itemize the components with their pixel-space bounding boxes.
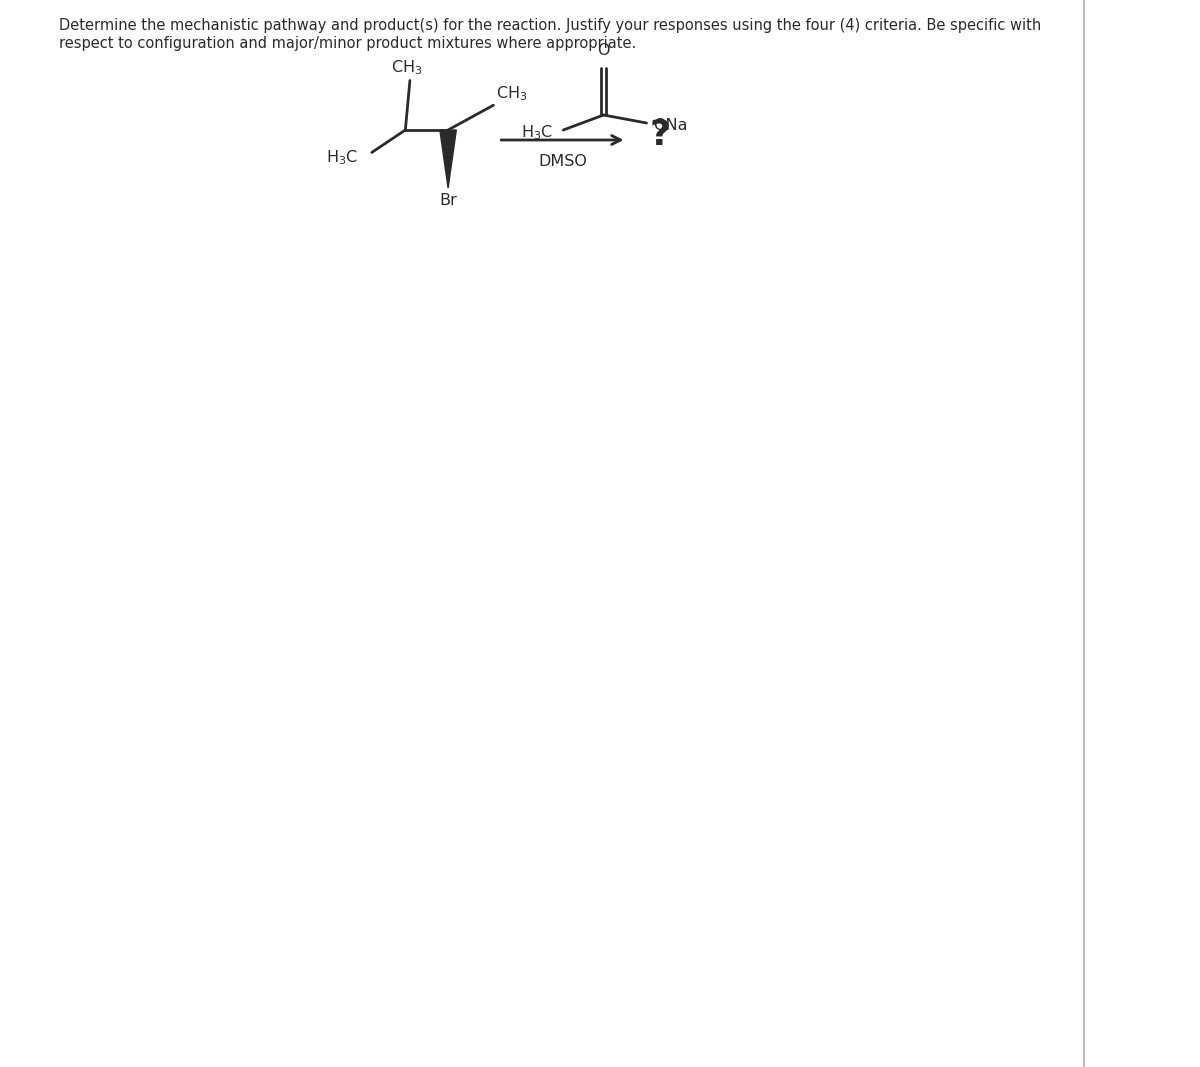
Text: O: O bbox=[598, 43, 610, 58]
Text: ?: ? bbox=[649, 118, 671, 152]
Text: DMSO: DMSO bbox=[538, 154, 587, 169]
Text: H$_3$C: H$_3$C bbox=[521, 124, 553, 142]
Text: H$_3$C: H$_3$C bbox=[326, 148, 358, 166]
Text: CH$_3$: CH$_3$ bbox=[391, 59, 422, 78]
Text: Br: Br bbox=[439, 193, 457, 208]
Polygon shape bbox=[440, 130, 456, 188]
Text: CH$_3$: CH$_3$ bbox=[496, 84, 528, 103]
Text: respect to configuration and major/minor product mixtures where appropriate.: respect to configuration and major/minor… bbox=[60, 36, 637, 51]
Text: ONa: ONa bbox=[653, 117, 688, 132]
Text: Determine the mechanistic pathway and product(s) for the reaction. Justify your : Determine the mechanistic pathway and pr… bbox=[60, 18, 1042, 33]
